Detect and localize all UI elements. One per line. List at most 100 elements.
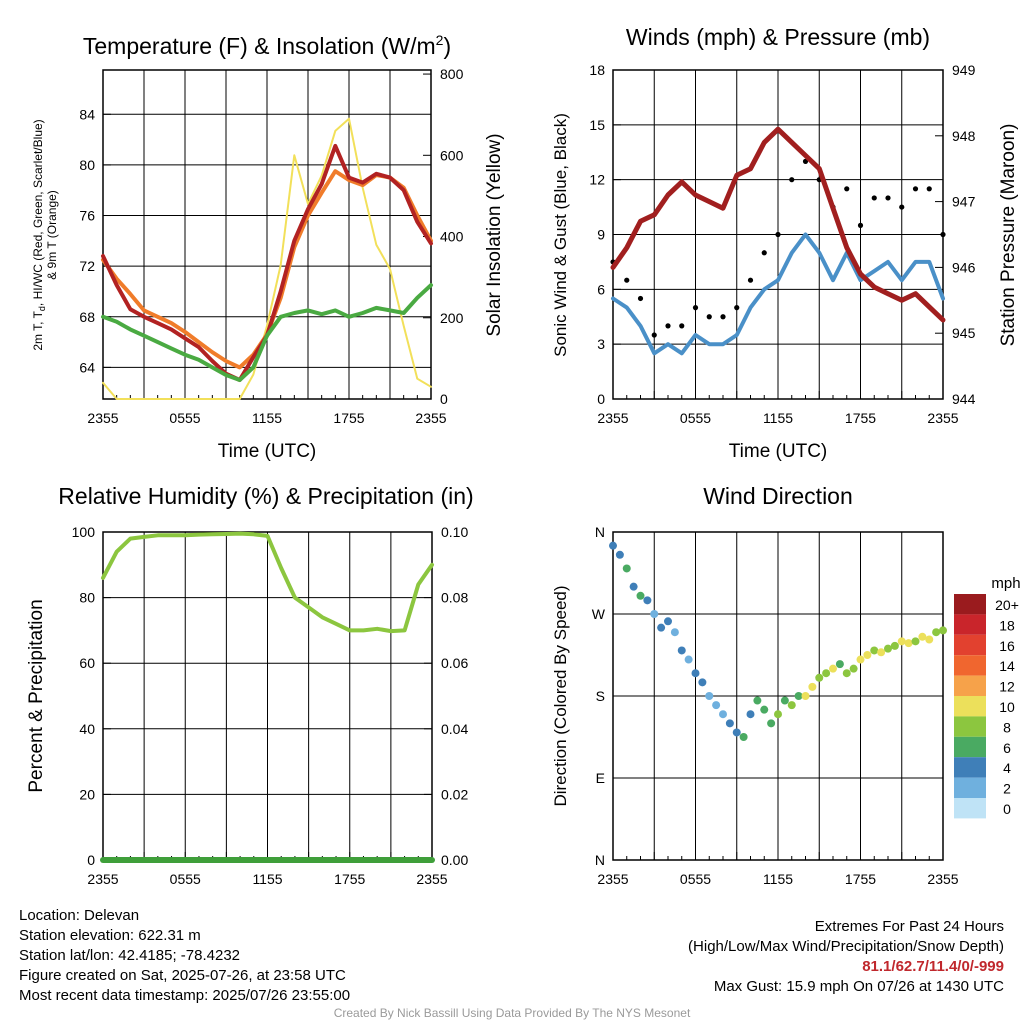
y-tick-label: E — [596, 770, 605, 786]
gust-point — [844, 186, 850, 192]
y-tick-label: 76 — [79, 208, 95, 224]
direction-point — [911, 637, 920, 646]
y-tick-label: 80 — [79, 157, 95, 173]
y-tick-label: S — [596, 688, 605, 704]
station-location: Location: Delevan — [19, 907, 140, 924]
direction-point — [636, 591, 645, 600]
speed-legend-label: 2 — [1003, 781, 1011, 797]
x-tick-label: 1755 — [334, 871, 365, 887]
y-tick-label: 68 — [79, 309, 95, 325]
speed-legend-swatch — [954, 634, 986, 656]
humidity-panel: Relative Humidity (%) & Precipitation (i… — [26, 483, 474, 887]
station-elevation: Station elevation: 622.31 m — [19, 927, 201, 944]
direction-point — [725, 719, 734, 728]
x-tick-label: 2355 — [416, 871, 447, 887]
y2-tick-label: 945 — [952, 325, 976, 341]
gust-point — [747, 277, 754, 283]
direction-point — [643, 596, 652, 605]
y-tick-label: 12 — [589, 172, 605, 188]
humidity-title: Relative Humidity (%) & Precipitation (i… — [58, 483, 473, 509]
y-tick-label: 0 — [597, 391, 605, 407]
x-tick-label: 0555 — [170, 871, 201, 887]
y2-tick-label: 948 — [952, 128, 976, 144]
direction-point — [670, 628, 679, 637]
gust-point — [624, 277, 630, 283]
gust-point — [871, 195, 877, 201]
station-latlon: Station lat/lon: 42.4185; -78.4232 — [19, 947, 241, 964]
speed-legend-label: 8 — [1003, 719, 1011, 735]
extremes-title: Extremes For Past 24 Hours — [814, 918, 1004, 935]
gust-point — [857, 222, 864, 228]
x-tick-label: 2355 — [597, 410, 628, 426]
y-tick-label: 72 — [79, 258, 95, 274]
gust-point — [789, 177, 795, 183]
x-tick-label: 1155 — [252, 410, 282, 426]
y2-tick-label: 946 — [952, 259, 976, 275]
direction-point — [939, 626, 947, 635]
direction-point — [787, 701, 796, 710]
direction-point — [767, 719, 776, 728]
max-gust: Max Gust: 15.9 mph On 07/26 at 1430 UTC — [713, 978, 1004, 995]
direction-point — [877, 648, 886, 657]
speed-legend-label: 0 — [1003, 801, 1011, 817]
y-tick-label: 9 — [597, 227, 605, 243]
gust-point — [912, 186, 919, 192]
winds-y2label: Station Pressure (Maroon) — [998, 124, 1019, 347]
speed-legend-label: 10 — [999, 699, 1015, 715]
direction-point — [897, 637, 906, 646]
speed-legend-label: 6 — [1003, 740, 1011, 756]
direction-point — [739, 733, 748, 741]
direction-point — [822, 669, 831, 678]
speed-legend-swatch — [954, 798, 986, 819]
extremes-values: 81.1/62.7/11.4/0/-999 — [862, 958, 1004, 975]
speed-legend-label: 14 — [999, 658, 1015, 674]
direction-point — [925, 635, 934, 644]
direction-point — [657, 623, 666, 632]
x-tick-label: 2355 — [927, 871, 958, 887]
y2-tick-label: 0.10 — [441, 524, 468, 540]
speed-legend-label: 18 — [999, 617, 1015, 633]
direction-title: Wind Direction — [703, 483, 853, 509]
x-tick-label: 2355 — [87, 410, 118, 426]
direction-point — [664, 617, 672, 626]
direction-point — [794, 692, 803, 700]
y-tick-label: N — [595, 524, 605, 540]
gust-point — [651, 332, 657, 338]
direction-point — [904, 639, 913, 648]
direction-point — [808, 682, 817, 691]
gust-point — [940, 231, 946, 238]
gust-point — [665, 323, 671, 329]
gust-point — [885, 195, 891, 201]
y2-tick-label: 949 — [952, 62, 976, 78]
dewpoint-line — [101, 283, 433, 382]
speed-legend-swatch — [954, 675, 986, 696]
direction-point — [691, 669, 700, 678]
x-tick-label: 2355 — [87, 871, 118, 887]
direction-point — [835, 660, 844, 669]
y-tick-label: 64 — [79, 359, 95, 375]
station-pressure-line — [610, 126, 946, 323]
winds-ylabel: Sonic Wind & Gust (Blue, Black) — [551, 113, 570, 357]
speed-legend-label: 12 — [999, 679, 1015, 695]
y-tick-label: 100 — [72, 524, 96, 540]
direction-point — [829, 664, 837, 673]
y2-tick-label: 0.04 — [441, 721, 468, 737]
direction-point — [753, 696, 762, 705]
direction-point — [842, 669, 851, 678]
direction-panel: Wind Direction Direction (Colored By Spe… — [551, 483, 1021, 887]
y2-tick-label: 0.02 — [441, 786, 468, 802]
temperature-ylabel-line2: & 9m T (Orange) — [45, 190, 59, 280]
y2-tick-label: 400 — [440, 229, 464, 245]
direction-point — [712, 701, 721, 710]
direction-point — [677, 646, 686, 655]
speed-legend-swatch — [954, 655, 986, 676]
winds-title: Winds (mph) & Pressure (mb) — [626, 24, 930, 50]
y-tick-label: W — [592, 606, 606, 622]
recent-timestamp: Most recent data timestamp: 2025/07/26 2… — [19, 987, 351, 1004]
direction-point — [815, 673, 824, 682]
y-tick-label: 20 — [79, 786, 95, 802]
direction-point — [650, 610, 659, 618]
direction-point — [760, 705, 769, 714]
gust-point — [720, 314, 726, 320]
direction-point — [884, 644, 892, 653]
